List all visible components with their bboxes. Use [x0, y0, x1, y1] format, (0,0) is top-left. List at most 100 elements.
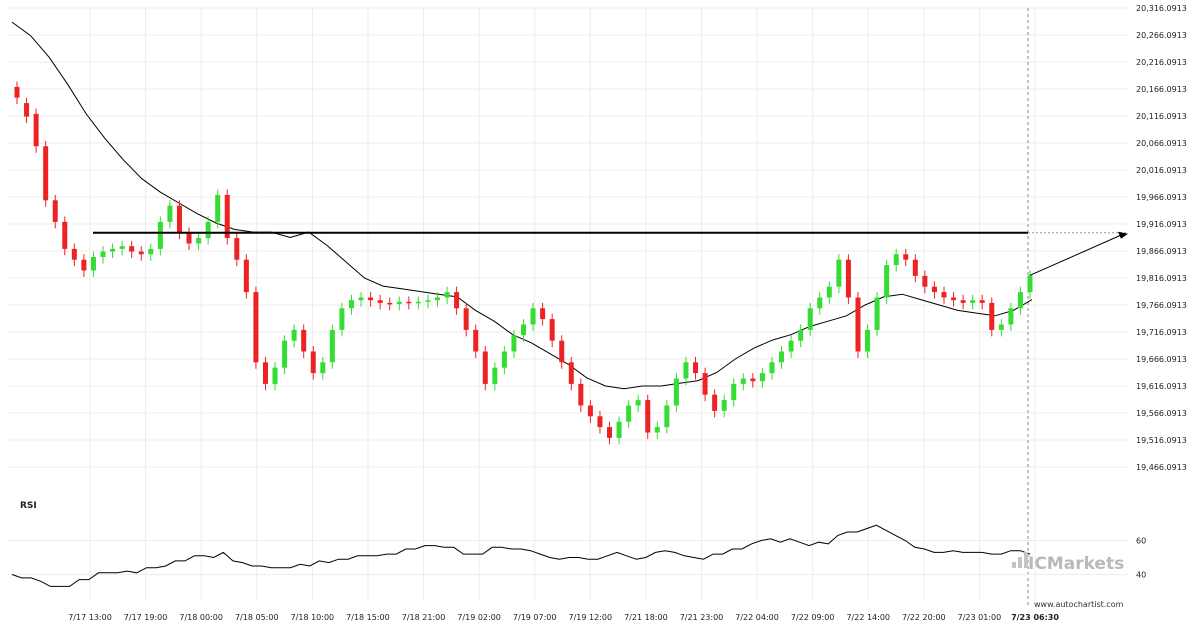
candle-body [434, 297, 440, 301]
candle-body [262, 362, 268, 384]
y-tick-label: 19,466.0913 [1136, 463, 1187, 472]
candle-body [826, 286, 832, 298]
watermark-logo-bar [1012, 562, 1016, 568]
candle-body [406, 301, 412, 304]
candle-body [282, 340, 288, 368]
candle-body [884, 265, 890, 298]
candle-body [788, 340, 794, 352]
candle-body [90, 256, 96, 271]
x-tick-label: 7/17 13:00 [68, 613, 112, 622]
candle-body [654, 427, 660, 433]
x-tick-label: 7/23 06:30 [1011, 613, 1059, 622]
y-tick-label: 19,766.0913 [1136, 301, 1187, 310]
rsi-label: RSI [20, 501, 37, 511]
candle-body [530, 308, 536, 325]
candle-body [301, 329, 307, 352]
candle-body [71, 248, 77, 260]
y-tick-label: 19,916.0913 [1136, 220, 1187, 229]
candle-body [836, 259, 842, 287]
candle-body [358, 297, 364, 301]
candle-body [339, 308, 345, 330]
candle-body [454, 292, 460, 309]
x-tick-label: 7/21 18:00 [624, 613, 668, 622]
candle-body [377, 300, 383, 303]
candle-body [865, 329, 871, 352]
candle-body [463, 308, 469, 330]
site-url: www.autochartist.com [1034, 600, 1124, 609]
candle-body [482, 351, 488, 384]
x-tick-label: 7/22 09:00 [791, 613, 835, 622]
y-tick-label: 20,216.0913 [1136, 58, 1187, 67]
candle-body [396, 301, 402, 304]
candle-body [387, 302, 393, 305]
y-tick-label: 19,716.0913 [1136, 328, 1187, 337]
ma-line [11, 21, 1033, 390]
candle-body [540, 308, 546, 320]
candle-body [616, 421, 622, 438]
candle-body [912, 259, 918, 276]
candle-body [52, 200, 58, 222]
candle-body [1017, 292, 1023, 309]
candle-body [1027, 275, 1033, 293]
candle-body [224, 194, 230, 239]
y-axis: 20,316.0913 20,266.0913 20,216.0913 20,166.… [1136, 4, 1187, 472]
candle-body [568, 362, 574, 384]
candle-body [329, 329, 335, 363]
y-tick-label: 20,116.0913 [1136, 112, 1187, 121]
candle-body [798, 329, 804, 341]
rsi-tick-label: 60 [1136, 537, 1146, 546]
candle-body [415, 301, 421, 304]
rsi-panel: RSI 60 40 [8, 501, 1146, 587]
y-tick-label: 19,866.0913 [1136, 247, 1187, 256]
moving-average [11, 21, 1033, 390]
candle-body [979, 300, 985, 303]
candle-body [291, 329, 297, 341]
candle-body [24, 103, 30, 117]
x-tick-label: 7/19 02:00 [457, 613, 501, 622]
candle-body [998, 324, 1004, 330]
candle-body [989, 302, 995, 330]
candle-body [893, 254, 899, 266]
x-tick-label: 7/22 20:00 [902, 613, 946, 622]
candle-body [607, 427, 613, 438]
candle-body [186, 232, 192, 244]
rsi-line [11, 524, 1031, 587]
candle-body [348, 300, 354, 309]
candle-body [731, 383, 737, 401]
candle-body [511, 335, 517, 352]
candle-body [14, 86, 20, 98]
candle-body [941, 292, 947, 298]
candle-body [310, 351, 316, 374]
watermark-text: ICMarkets [1028, 554, 1124, 574]
x-tick-label: 7/18 10:00 [291, 613, 335, 622]
candle-body [712, 394, 718, 411]
candle-body [683, 362, 689, 379]
candle-body [196, 238, 202, 244]
candle-body [110, 248, 116, 252]
candle-body [922, 275, 928, 287]
candle-body [702, 373, 708, 395]
x-axis: 7/17 13:00 7/17 19:00 7/18 00:00 7/18 05:00… [68, 613, 1059, 622]
x-tick-label: 7/18 15:00 [346, 613, 390, 622]
candle-body [807, 308, 813, 330]
candle-body [559, 340, 565, 363]
x-tick-label: 7/22 04:00 [735, 613, 779, 622]
candle-body [970, 300, 976, 303]
candle-body [473, 329, 479, 352]
candle-body [272, 367, 278, 384]
candle-body [215, 194, 221, 222]
candle-body [960, 300, 966, 303]
x-tick-label: 7/21 23:00 [680, 613, 724, 622]
watermark-logo-bar [1024, 552, 1028, 568]
x-tick-label: 7/17 19:00 [124, 613, 168, 622]
y-tick-label: 20,016.0913 [1136, 166, 1187, 175]
candle-body [626, 405, 632, 422]
candle-body [81, 259, 87, 271]
y-tick-label: 20,316.0913 [1136, 4, 1187, 13]
x-tick-label: 7/23 01:00 [958, 613, 1002, 622]
candle-body [205, 221, 211, 239]
candle-body [903, 254, 909, 260]
x-tick-label: 7/18 21:00 [402, 613, 446, 622]
candle-body [167, 205, 173, 222]
